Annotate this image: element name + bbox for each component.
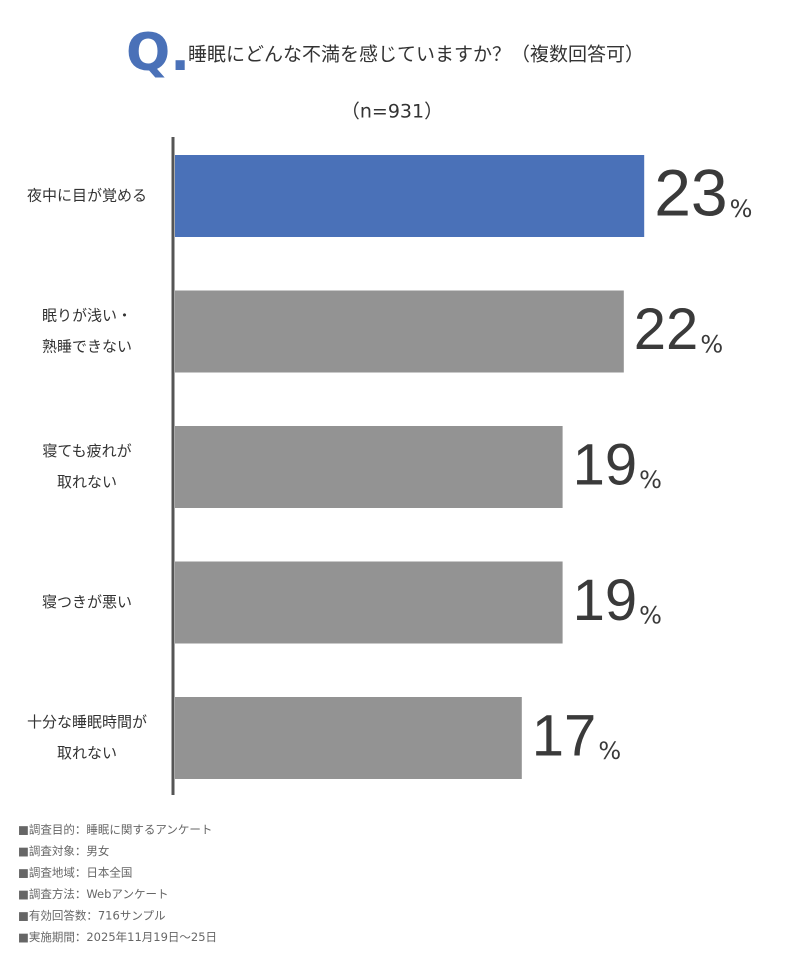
category-label: 十分な睡眠時間が: [27, 713, 147, 731]
chart-title: 睡眠にどんな不満を感じていますか？（複数回答可）: [188, 44, 644, 66]
category-label: 取れない: [57, 473, 117, 491]
category-label: 寝ても疲れが: [42, 442, 131, 460]
note: ■調査目的：睡眠に関するアンケート: [18, 823, 212, 837]
bar: [175, 290, 624, 373]
value-unit: %: [598, 737, 621, 765]
bar: [175, 155, 645, 237]
bar: [175, 426, 563, 508]
category-label: 取れない: [57, 744, 117, 762]
bar: [175, 561, 563, 644]
category-label: 寝つきが悪い: [42, 593, 132, 611]
note: ■調査対象：男女: [18, 844, 109, 858]
note: ■調査地域：日本全国: [18, 866, 132, 880]
bar: [175, 697, 522, 779]
chart-subtitle: （n=931）: [341, 101, 443, 123]
title-prefix: Q.: [126, 23, 190, 83]
value-unit: %: [639, 602, 662, 630]
value-label: 22: [634, 297, 699, 362]
value-unit: %: [639, 466, 662, 494]
note: ■有効回答数：716サンプル: [18, 909, 165, 923]
note: ■実施期間：2025年11月19日～25日: [18, 930, 217, 944]
category-label: 熟睡できない: [42, 338, 132, 356]
category-label: 夜中に目が覚める: [27, 187, 147, 205]
value-label: 17: [532, 703, 597, 768]
value-label: 19: [573, 568, 638, 633]
value-unit: %: [700, 331, 723, 359]
note: ■調査方法：Webアンケート: [18, 887, 168, 901]
value-unit: %: [730, 195, 753, 223]
category-label: 眠りが浅い・: [42, 307, 132, 325]
value-label: 23: [654, 155, 727, 229]
value-label: 19: [573, 432, 638, 497]
